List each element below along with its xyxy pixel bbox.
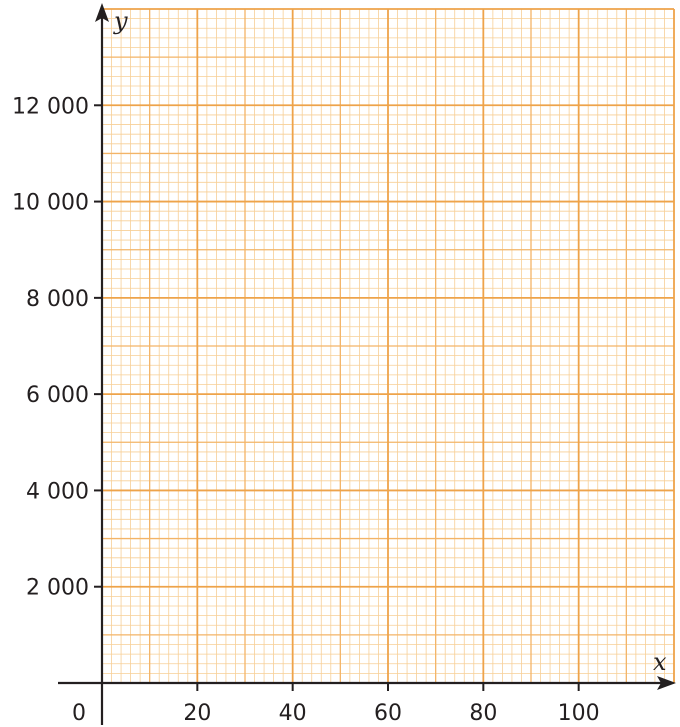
y-tick-label: 8 000 [26,287,89,312]
y-axis-arrowhead [95,3,109,22]
x-axis-label: x [653,648,667,676]
tick-labels: 20 40 60 80 100 2 000 4 000 6 000 8 000 10 000 12 … [12,94,600,726]
x-tick-label: 40 [279,701,307,726]
x-tick-label: 80 [469,701,497,726]
x-tick-label: 100 [558,701,600,726]
y-tick-label: 6 000 [26,383,89,408]
axes [58,3,676,725]
tick-marks [94,104,580,691]
y-axis-label: y [113,7,128,35]
y-tick-label: 12 000 [12,94,89,119]
x-tick-label: 20 [183,701,211,726]
y-tick-label: 10 000 [12,191,89,216]
y-tick-label: 4 000 [26,479,89,504]
y-tick-label: 2 000 [26,576,89,601]
origin-label: 0 [72,701,86,726]
x-axis-arrowhead [657,676,676,690]
x-tick-label: 60 [374,701,402,726]
major-grid [101,8,675,684]
